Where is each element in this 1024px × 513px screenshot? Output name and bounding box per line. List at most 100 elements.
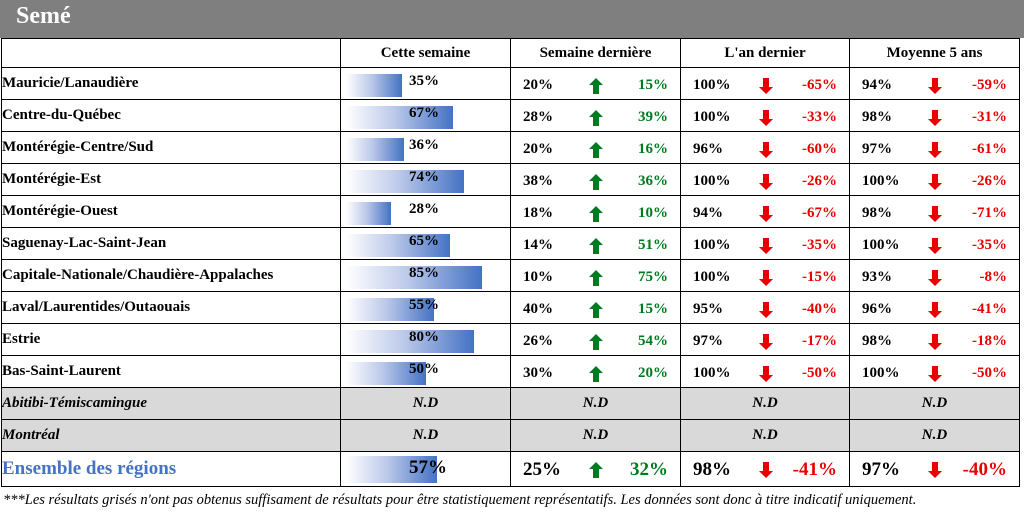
last-year-change: -60% (802, 141, 837, 157)
last-week-value: 40% (523, 301, 553, 317)
progress-bar (346, 170, 465, 193)
header-avg-5-years: Moyenne 5 ans (849, 38, 1020, 68)
table-row-total: Ensemble des régions 57% 25% 32% 98% -41% 97% -… (1, 451, 1020, 487)
last-week-change: 20% (638, 365, 668, 381)
arrow-down-icon (759, 78, 773, 94)
page-title: Semé (16, 3, 71, 29)
arrow-up-icon (589, 366, 603, 382)
last-week-value: 30% (523, 365, 553, 381)
last-week-cell: 18% 10% (510, 195, 681, 228)
this-week-value: 65% (409, 233, 439, 249)
header-row: Cette semaine Semaine dernière L'an dern… (1, 38, 1020, 68)
avg-5-years-cell: 98% -18% (849, 323, 1020, 356)
arrow-up-icon (589, 110, 603, 126)
this-week-cell: 55% (340, 291, 511, 324)
this-week-value: 80% (409, 329, 439, 345)
last-year-change: -40% (802, 301, 837, 317)
table-row: Bas-Saint-Laurent 50% 30% 20% 100% -50% 100% -5… (1, 355, 1020, 388)
header-last-year: L'an dernier (680, 38, 850, 68)
arrow-up-icon (589, 142, 603, 158)
this-week-cell: 80% (340, 323, 511, 356)
region-name: Abitibi-Témiscamingue (1, 387, 341, 420)
progress-bar (346, 202, 391, 225)
avg-5-years-cell: 93% -8% (849, 259, 1020, 292)
region-name: Laval/Laurentides/Outaouais (1, 291, 341, 324)
last-week-change: 39% (638, 109, 668, 125)
last-year-change: -65% (802, 77, 837, 93)
avg-5-years-value: 100% (862, 173, 900, 189)
table-row-unavailable: Abitibi-Témiscamingue N.D N.D N.D N.D (1, 387, 1020, 420)
last-year-change: -17% (802, 333, 837, 349)
last-year-value: 95% (693, 301, 723, 317)
last-week-change: 15% (638, 77, 668, 93)
arrow-down-icon (928, 334, 942, 350)
arrow-down-icon (759, 270, 773, 286)
progress-bar (346, 138, 404, 161)
table-row-unavailable: Montréal N.D N.D N.D N.D (1, 419, 1020, 452)
last-week-cell: 20% 16% (510, 131, 681, 164)
last-year-value: 100% (693, 173, 731, 189)
last-year-cell: 95% -40% (680, 291, 850, 324)
last-week-change: 75% (638, 269, 668, 285)
avg-5-years-value: 100% (862, 237, 900, 253)
last-week-change: 32% (630, 459, 668, 480)
last-year-cell: 97% -17% (680, 323, 850, 356)
last-year-value: 100% (693, 365, 731, 381)
last-week-change: 36% (638, 173, 668, 189)
this-week-cell: 28% (340, 195, 511, 228)
arrow-down-icon (928, 366, 942, 382)
last-week-change: 54% (638, 333, 668, 349)
last-year-change: -35% (802, 237, 837, 253)
this-week-value: 28% (409, 201, 439, 217)
last-year-value: 98% (693, 459, 731, 480)
avg-5-years-change: -8% (979, 269, 1008, 285)
not-available-value: N.D (510, 419, 681, 452)
arrow-down-icon (928, 270, 942, 286)
avg-5-years-cell: 100% -50% (849, 355, 1020, 388)
arrow-up-icon (589, 206, 603, 222)
avg-5-years-value: 96% (862, 301, 892, 317)
avg-5-years-change: -35% (972, 237, 1007, 253)
not-available-value: N.D (510, 387, 681, 420)
avg-5-years-value: 97% (862, 459, 900, 480)
last-week-value: 20% (523, 141, 553, 157)
last-week-value: 26% (523, 333, 553, 349)
avg-5-years-value: 98% (862, 205, 892, 221)
table-row: Saguenay-Lac-Saint-Jean 65% 14% 51% 100% -35%… (1, 227, 1020, 260)
not-available-value: N.D (849, 387, 1020, 420)
table-row: Montérégie-Centre/Sud 36% 20% 16% 96% -60% 97%… (1, 131, 1020, 164)
last-week-value: 14% (523, 237, 553, 253)
table-row: Laval/Laurentides/Outaouais 55% 40% 15% 95% -… (1, 291, 1020, 324)
last-week-change: 10% (638, 205, 668, 221)
last-year-change: -67% (802, 205, 837, 221)
region-name: Montréal (1, 419, 341, 452)
arrow-up-icon (589, 270, 603, 286)
header-this-week: Cette semaine (340, 38, 511, 68)
arrow-up-icon (589, 334, 603, 350)
last-week-value: 18% (523, 205, 553, 221)
arrow-down-icon (759, 110, 773, 126)
not-available-value: N.D (340, 419, 511, 452)
arrow-down-icon (759, 366, 773, 382)
last-week-value: 38% (523, 173, 553, 189)
this-week-cell: 74% (340, 163, 511, 196)
this-week-cell: 57% (340, 451, 511, 487)
last-year-cell: 94% -67% (680, 195, 850, 228)
this-week-cell: 65% (340, 227, 511, 260)
footnote: ***Les résultats grisés n'ont pas obtenu… (3, 492, 917, 508)
avg-5-years-cell: 94% -59% (849, 67, 1020, 100)
region-name: Montérégie-Est (1, 163, 341, 196)
last-year-value: 97% (693, 333, 723, 349)
arrow-up-icon (589, 302, 603, 318)
progress-bar (346, 234, 450, 257)
arrow-down-icon (759, 334, 773, 350)
arrow-down-icon (928, 302, 942, 318)
last-year-value: 100% (693, 269, 731, 285)
avg-5-years-change: -41% (972, 301, 1007, 317)
avg-5-years-value: 93% (862, 269, 892, 285)
progress-bar (346, 298, 434, 321)
last-year-change: -50% (802, 365, 837, 381)
last-week-value: 25% (523, 459, 561, 480)
last-year-value: 100% (693, 109, 731, 125)
table-row: Estrie 80% 26% 54% 97% -17% 98% -18% (1, 323, 1020, 356)
